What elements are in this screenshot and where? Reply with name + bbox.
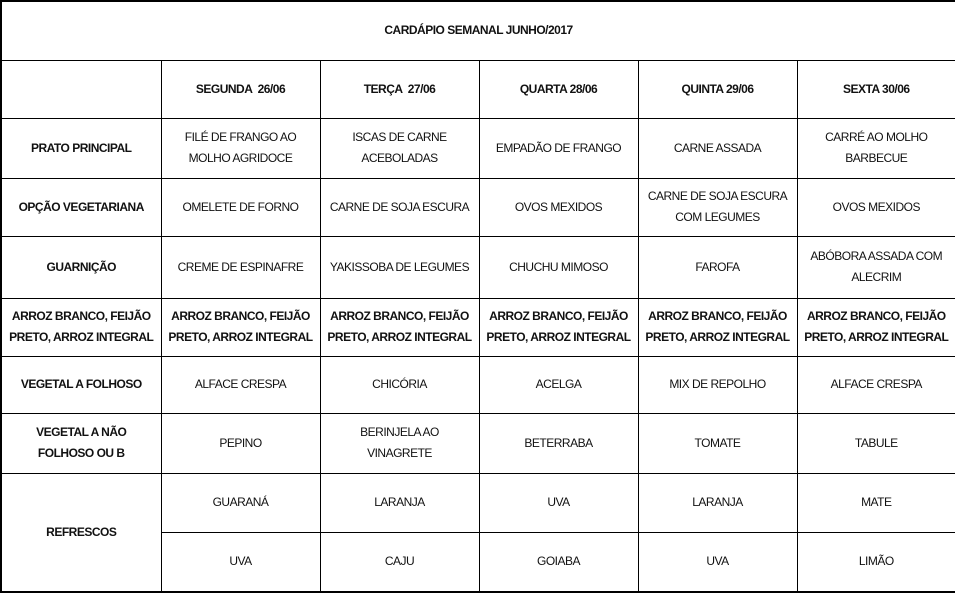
menu-cell: MATE: [796, 472, 955, 533]
row-label-refrescos: REFRESCOS: [0, 472, 162, 593]
menu-cell: LIMÃO: [796, 531, 955, 593]
row-label-opcao-vegetariana: OPÇÃO VEGETARIANA: [0, 177, 162, 237]
menu-cell: FILÉ DE FRANGO AO MOLHO AGRIDOCE: [160, 117, 321, 179]
menu-cell: UVA: [637, 531, 798, 593]
day-header-quarta: QUARTA 28/06: [478, 59, 639, 119]
page-title: CARDÁPIO SEMANAL JUNHO/2017: [0, 0, 955, 61]
menu-cell: CHUCHU MIMOSO: [478, 235, 639, 299]
row-opcao-vegetariana: OPÇÃO VEGETARIANA OMELETE DE FORNO CARNE…: [0, 177, 955, 237]
row-refrescos-1: REFRESCOS GUARANÁ LARANJA UVA LARANJA MA…: [0, 472, 955, 593]
menu-cell: CHICÓRIA: [319, 355, 480, 414]
menu-cell: ARROZ BRANCO, FEIJÃO PRETO, ARROZ INTEGR…: [796, 297, 955, 357]
title-row: CARDÁPIO SEMANAL JUNHO/2017: [0, 0, 955, 61]
menu-cell: BETERRABA: [478, 412, 639, 474]
menu-cell: ISCAS DE CARNE ACEBOLADAS: [319, 117, 480, 179]
row-label-arroz-feijao: ARROZ BRANCO, FEIJÃO PRETO, ARROZ INTEGR…: [0, 297, 162, 357]
menu-cell: OVOS MEXIDOS: [478, 177, 639, 237]
menu-cell: LARANJA: [637, 472, 798, 533]
menu-cell: ARROZ BRANCO, FEIJÃO PRETO, ARROZ INTEGR…: [637, 297, 798, 357]
day-header-sexta: SEXTA 30/06: [796, 59, 955, 119]
day-header-terca: TERÇA 27/06: [319, 59, 480, 119]
menu-cell: BERINJELA AO VINAGRETE: [319, 412, 480, 474]
menu-cell: ACELGA: [478, 355, 639, 414]
menu-cell: GUARANÁ: [160, 472, 321, 533]
menu-cell: CARNE ASSADA: [637, 117, 798, 179]
menu-cell: UVA: [160, 531, 321, 593]
row-refrescos-2: UVA CAJU GOIABA UVA LIMÃO: [1, 531, 955, 593]
menu-cell: ABÓBORA ASSADA COM ALECRIM: [796, 235, 955, 299]
menu-cell: TABULE: [796, 412, 955, 474]
row-vegetal-folhoso: VEGETAL A FOLHOSO ALFACE CRESPA CHICÓRIA…: [0, 355, 955, 414]
menu-cell: ARROZ BRANCO, FEIJÃO PRETO, ARROZ INTEGR…: [319, 297, 480, 357]
menu-cell: EMPADÃO DE FRANGO: [478, 117, 639, 179]
menu-cell: LARANJA: [319, 472, 480, 533]
menu-cell: ARROZ BRANCO, FEIJÃO PRETO, ARROZ INTEGR…: [478, 297, 639, 357]
menu-cell: ARROZ BRANCO, FEIJÃO PRETO, ARROZ INTEGR…: [160, 297, 321, 357]
menu-cell: FAROFA: [637, 235, 798, 299]
row-guarnicao: GUARNIÇÃO CREME DE ESPINAFRE YAKISSOBA D…: [0, 235, 955, 299]
menu-cell: ALFACE CRESPA: [160, 355, 321, 414]
menu-cell: CARRÉ AO MOLHO BARBECUE: [796, 117, 955, 179]
menu-cell: ALFACE CRESPA: [796, 355, 955, 414]
day-header-quinta: QUINTA 29/06: [637, 59, 798, 119]
row-label-guarnicao: GUARNIÇÃO: [0, 235, 162, 299]
row-arroz-feijao: ARROZ BRANCO, FEIJÃO PRETO, ARROZ INTEGR…: [0, 297, 955, 357]
menu-cell: PEPINO: [160, 412, 321, 474]
menu-cell: OVOS MEXIDOS: [796, 177, 955, 237]
day-header-row: SEGUNDA 26/06 TERÇA 27/06 QUARTA 28/06 Q…: [0, 59, 955, 119]
menu-cell: GOIABA: [478, 531, 639, 593]
menu-cell: CAJU: [319, 531, 480, 593]
menu-cell: CARNE DE SOJA ESCURA COM LEGUMES: [637, 177, 798, 237]
corner-cell: [0, 59, 162, 119]
menu-cell: MIX DE REPOLHO: [637, 355, 798, 414]
menu-cell: YAKISSOBA DE LEGUMES: [319, 235, 480, 299]
menu-cell: UVA: [478, 472, 639, 533]
row-label-vegetal-nao-folhoso: VEGETAL A NÃO FOLHOSO OU B: [0, 412, 162, 474]
menu-cell: CREME DE ESPINAFRE: [160, 235, 321, 299]
menu-cell: TOMATE: [637, 412, 798, 474]
day-header-segunda: SEGUNDA 26/06: [160, 59, 321, 119]
menu-cell: OMELETE DE FORNO: [160, 177, 321, 237]
row-label-vegetal-folhoso: VEGETAL A FOLHOSO: [0, 355, 162, 414]
menu-cell: CARNE DE SOJA ESCURA: [319, 177, 480, 237]
row-vegetal-nao-folhoso: VEGETAL A NÃO FOLHOSO OU B PEPINO BERINJ…: [0, 412, 955, 474]
row-label-prato-principal: PRATO PRINCIPAL: [0, 117, 162, 179]
row-prato-principal: PRATO PRINCIPAL FILÉ DE FRANGO AO MOLHO …: [0, 117, 955, 179]
